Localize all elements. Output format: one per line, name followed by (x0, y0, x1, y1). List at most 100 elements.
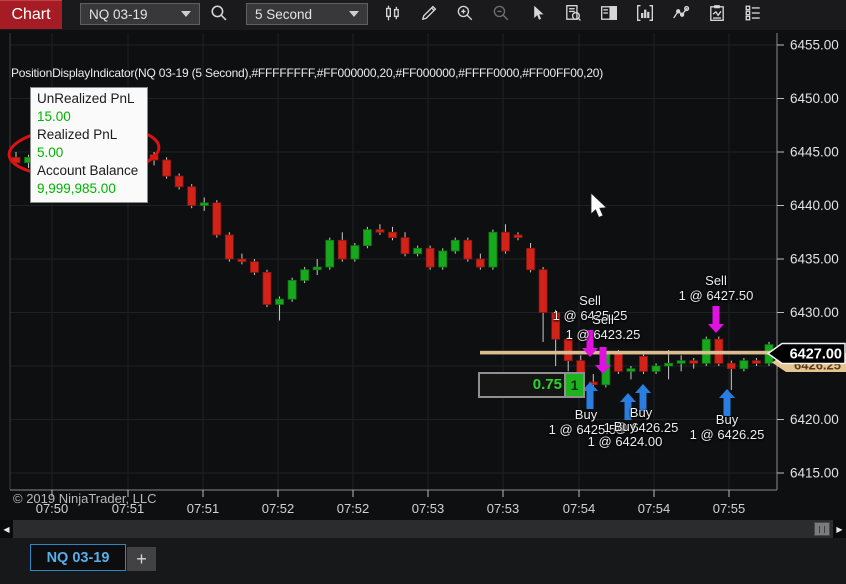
sell-trade-label: Sell 1 @ 6427.50 (678, 273, 754, 303)
realized-pnl-label: Realized PnL (37, 127, 118, 142)
data-box-icon (564, 4, 582, 27)
buy-trade-label: Buy 1 @ 6426.25 (689, 412, 765, 442)
market-analyzer-button[interactable] (704, 3, 729, 28)
candle-up (300, 269, 310, 281)
sell-arrow-shaft (599, 347, 607, 366)
time-tick-label: 07:52 (337, 501, 370, 516)
time-tick-label: 07:54 (563, 501, 596, 516)
candle-down (726, 362, 736, 370)
horizontal-scrollbar[interactable]: ◀ ▶ (0, 520, 846, 538)
toolbar: Chart NQ 03-19 5 Second (0, 0, 846, 31)
candle-down (463, 239, 473, 260)
buy-trade-label: Buy 1 @ 6426.25 (603, 405, 679, 435)
last-price-value: 6427.00 (790, 347, 842, 363)
time-tick-label: 07:54 (638, 501, 671, 516)
zoom-out-button[interactable] (488, 3, 513, 28)
properties-list-icon (744, 4, 762, 27)
strategies-icon (672, 4, 690, 27)
buy-arrow-shaft (639, 392, 647, 411)
toolbar-icon-row (380, 2, 765, 28)
candle-down (375, 229, 385, 233)
indicators-button[interactable] (632, 3, 657, 28)
candle-down (501, 231, 510, 252)
time-tick-label: 07:51 (112, 501, 145, 516)
zoom-out-icon (492, 4, 510, 27)
price-tick-label: 6445.00 (790, 145, 839, 160)
candle-down (639, 355, 648, 372)
scroll-left-button[interactable]: ◀ (0, 520, 13, 538)
drawing-tools-button[interactable] (416, 3, 441, 28)
scrollbar-thumb[interactable] (814, 522, 830, 536)
buy-arrow-shaft (723, 397, 731, 416)
candle-down (224, 234, 234, 260)
candle-down (513, 234, 523, 239)
candle-up (325, 239, 335, 268)
candle-up (651, 365, 661, 372)
scroll-right-button[interactable]: ▶ (833, 520, 846, 538)
candle-down (237, 258, 247, 263)
chevron-down-icon (181, 11, 191, 17)
cursor-tool-button[interactable] (524, 3, 549, 28)
chart-title-button[interactable]: Chart (0, 0, 62, 29)
chart-trader-button[interactable] (596, 3, 621, 28)
instrument-search-button[interactable] (206, 3, 232, 27)
candle-up (488, 231, 498, 268)
price-tick-label: 6440.00 (790, 198, 839, 213)
buy-arrow-shaft (624, 401, 632, 420)
time-tick-label: 07:52 (262, 501, 295, 516)
strategies-button[interactable] (668, 3, 693, 28)
candle-down (162, 159, 172, 177)
candle-up (413, 247, 423, 255)
sell-arrow-shaft (586, 330, 594, 349)
candle-down (187, 186, 197, 206)
candle-down (614, 352, 623, 372)
chart-trader-icon (600, 4, 618, 27)
candle-up (676, 360, 686, 364)
position-quantity-box: 1 (564, 372, 585, 398)
realized-pnl-value: 5.00 (37, 145, 64, 160)
buy-arrow-shaft (586, 390, 594, 409)
candle-down (752, 360, 761, 364)
chart-canvas[interactable]: 6455.00 6450.00 6445.00 6440.00 6435.00 6430.… (0, 30, 846, 520)
candle-down (250, 261, 259, 273)
interval-dropdown[interactable]: 5 Second (246, 3, 368, 25)
pencil-icon (420, 4, 438, 27)
candle-down (425, 247, 435, 268)
candle-up (739, 360, 749, 370)
price-tick-label: 6455.00 (790, 38, 839, 53)
candle-up (438, 250, 448, 268)
candle-down (212, 202, 222, 236)
zoom-in-button[interactable] (452, 3, 477, 28)
sell-arrow-icon (595, 365, 611, 374)
unrealized-pnl-value: 15.00 (37, 109, 71, 124)
data-box-button[interactable] (560, 3, 585, 28)
candle-up (275, 298, 284, 305)
properties-button[interactable] (740, 3, 765, 28)
candle-down (538, 269, 548, 313)
price-tick-label: 6430.00 (790, 305, 839, 320)
candle-up (362, 229, 372, 247)
pnl-display-box: UnRealized PnL 15.00 Realized PnL 5.00 A… (30, 87, 148, 203)
add-tab-button[interactable]: + (127, 547, 156, 571)
mouse-cursor-icon (590, 192, 608, 218)
candle-up (312, 266, 322, 271)
time-tick-label: 07:53 (412, 501, 445, 516)
buy-arrow-icon (582, 382, 598, 391)
sell-trade-label: Sell 1 @ 6423.25 (565, 312, 641, 342)
candlestick-style-icon (384, 4, 402, 27)
candle-up (450, 239, 460, 252)
price-tick-label: 6420.00 (790, 412, 839, 427)
tab-bar: NQ 03-19 + (0, 538, 846, 584)
tab-nq-03-19[interactable]: NQ 03-19 (30, 544, 126, 571)
buy-trade-label: Buy 1 @ 6425.50 (548, 407, 624, 437)
candlestick-style-button[interactable] (380, 3, 405, 28)
last-price-marker (766, 342, 846, 365)
market-analyzer-icon (708, 4, 726, 27)
instrument-dropdown[interactable]: NQ 03-19 (80, 3, 200, 25)
indicators-icon (636, 4, 654, 27)
candle-down (400, 237, 410, 255)
sell-arrow-shaft (712, 306, 720, 325)
instrument-dropdown-value: NQ 03-19 (89, 6, 148, 22)
candle-down (563, 338, 573, 362)
